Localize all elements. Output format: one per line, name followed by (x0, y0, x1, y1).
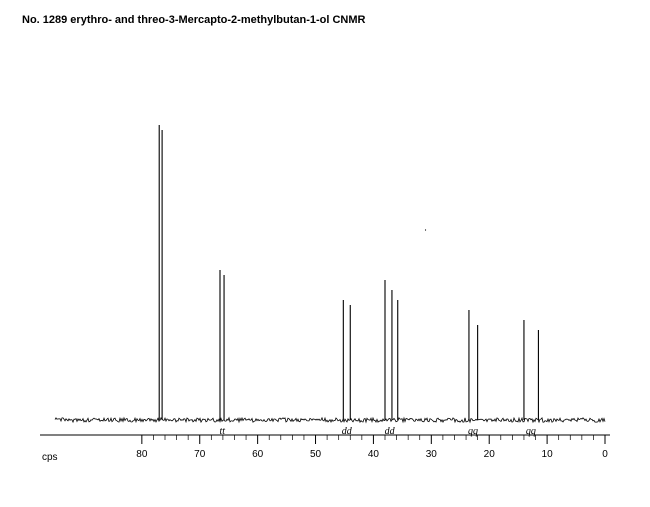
tick-label: 20 (484, 449, 496, 460)
tick-label: 30 (426, 449, 438, 460)
peak-annotation: qq (526, 426, 536, 437)
peak-annotation: qq (468, 426, 478, 437)
nmr-chart: 80 70 60 50 40 30 20 10 0 tt dd dd qq qq cps (30, 60, 620, 480)
nmr-svg: 80 70 60 50 40 30 20 10 0 tt dd dd qq qq cps (30, 60, 620, 480)
tick-label: 50 (310, 449, 322, 460)
tick-label: 80 (136, 449, 148, 460)
baseline-noise (55, 418, 605, 422)
tick-label: 10 (542, 449, 554, 460)
tick-label: 60 (252, 449, 264, 460)
tick-label: 0 (602, 449, 608, 460)
tick-label: 70 (194, 449, 206, 460)
dot (425, 229, 426, 230)
peak-annotation: dd (342, 426, 353, 437)
x-axis-label: cps (42, 452, 58, 463)
page-title: No. 1289 erythro- and threo-3-Mercapto-2… (22, 14, 365, 26)
tick-label: 40 (368, 449, 380, 460)
peak-annotation: dd (385, 426, 396, 437)
peak-annotation: tt (220, 426, 226, 437)
